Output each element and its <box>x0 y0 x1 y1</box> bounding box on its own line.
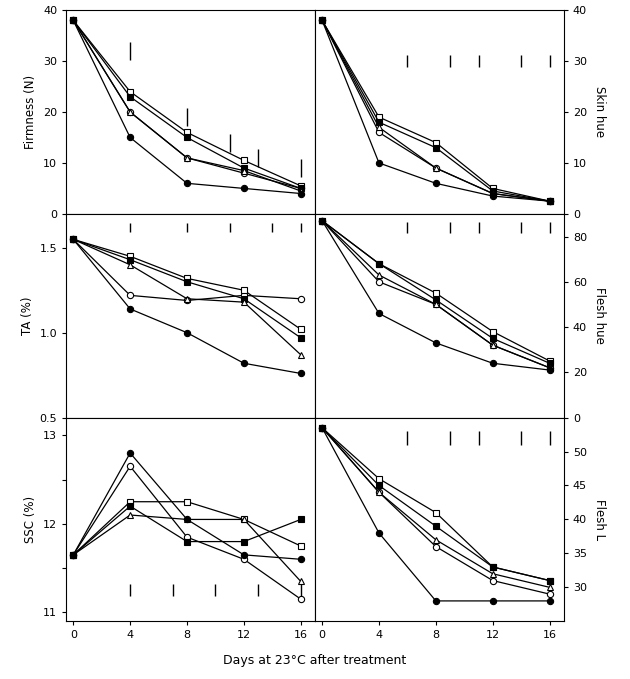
Y-axis label: Skin hue: Skin hue <box>593 86 607 138</box>
Y-axis label: Flesh L: Flesh L <box>593 499 607 540</box>
Y-axis label: SSC (%): SSC (%) <box>25 496 37 543</box>
Y-axis label: TA (%): TA (%) <box>21 297 34 335</box>
Text: Days at 23°C after treatment: Days at 23°C after treatment <box>224 654 406 667</box>
Y-axis label: Flesh hue: Flesh hue <box>593 287 607 344</box>
Y-axis label: Firmness (N): Firmness (N) <box>25 75 37 149</box>
